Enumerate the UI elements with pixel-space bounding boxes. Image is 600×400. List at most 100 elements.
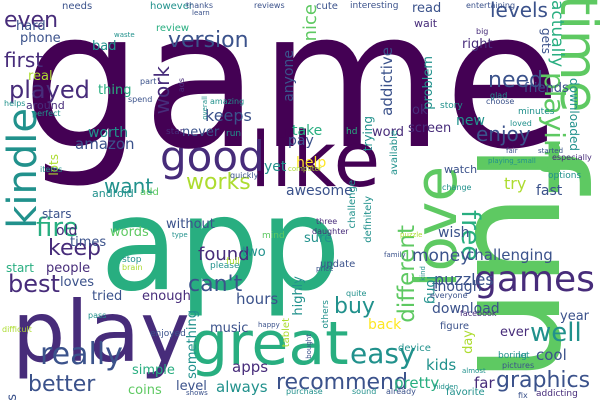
word-games: games — [474, 259, 595, 300]
word-interesting: interesting — [350, 1, 399, 11]
word-phone: phone — [20, 31, 61, 46]
word-loves: loves — [60, 275, 95, 290]
word-options: options — [548, 171, 582, 181]
word-part: part — [140, 77, 157, 86]
word-minutes: minutes — [518, 107, 555, 117]
word-trying: trying — [361, 116, 375, 152]
word-items: items — [40, 165, 63, 174]
word-first: first — [4, 48, 44, 72]
word-keep: keep — [48, 236, 101, 261]
word-entertaining: entertaining — [466, 1, 516, 10]
word-awesome: awesome — [286, 183, 353, 199]
word-music: music — [210, 321, 249, 336]
word-friends: friends — [524, 81, 569, 96]
word-price: type — [172, 231, 188, 239]
word-year: year — [560, 309, 590, 324]
word-problem: problem — [421, 56, 436, 110]
word-apps: apps — [232, 358, 269, 376]
word-stop: stop — [122, 255, 142, 265]
word-start: start — [6, 261, 34, 275]
word-device: device — [398, 343, 431, 354]
word-ok: ok — [412, 103, 428, 118]
word-screen: screen — [408, 121, 452, 136]
word-started: fair — [506, 147, 518, 155]
word-words: words — [110, 225, 149, 240]
word-played: played — [9, 76, 90, 104]
word-tablet: tablet — [281, 318, 292, 348]
word-game: game — [22, 0, 562, 191]
word-android: android — [92, 187, 134, 200]
word-update: update — [320, 259, 356, 270]
word-sometimes: sometimes — [5, 394, 20, 400]
word-needs: needs — [62, 1, 93, 12]
word-always: always — [216, 378, 268, 396]
word-times: times — [70, 235, 107, 250]
word-though: though — [432, 279, 482, 295]
word-add: add — [140, 187, 159, 198]
word-good: good — [160, 132, 265, 181]
word-right: right — [462, 37, 493, 52]
word-ever: ever — [500, 325, 530, 340]
word-puzzle: glad — [490, 91, 508, 100]
word-bad: bad — [92, 39, 117, 54]
word-addictive: addictive — [378, 47, 396, 116]
word-however: however — [150, 1, 193, 12]
word-back: back — [368, 317, 402, 333]
word-never: never — [182, 125, 220, 140]
word-enjoyed: enjoyed — [150, 329, 186, 339]
word-worth: worth — [88, 125, 129, 141]
word-wait: wait — [414, 17, 438, 30]
word-purchase: purchase — [286, 387, 323, 396]
word-figure: figure — [440, 321, 470, 332]
word-try: try — [504, 174, 527, 193]
word-recommend: recommend — [276, 370, 408, 395]
word-far: far — [474, 374, 495, 392]
word-level: level — [176, 379, 207, 394]
word-kids: kids — [426, 356, 457, 374]
word-family: puzzle — [400, 231, 423, 239]
word-take: take — [292, 123, 323, 139]
word-challenging: challenging — [466, 246, 553, 264]
word-run: run — [226, 129, 242, 139]
word-real: real — [28, 69, 53, 84]
word-waste: waste — [114, 31, 135, 39]
word-watch: watch — [444, 163, 478, 176]
word-tried: tried — [92, 289, 123, 304]
word-almost: hidden — [434, 383, 459, 391]
word-new: new — [456, 113, 485, 129]
word-best: best — [8, 270, 60, 298]
word-version: version — [168, 28, 249, 53]
word-money: money — [412, 246, 471, 266]
word-play: play — [12, 283, 190, 381]
word-different: different — [394, 225, 420, 323]
word-sure: sure — [304, 231, 333, 246]
word-sound: sound — [352, 387, 377, 396]
word-around: around — [26, 99, 65, 112]
word-glad: started — [538, 147, 564, 155]
word-type: family — [384, 251, 406, 259]
word-available: available — [389, 130, 400, 176]
word-found: found — [198, 244, 250, 265]
word-helps: helps — [4, 99, 26, 108]
word-bought: happy — [258, 321, 280, 329]
word-challenge: challenge — [347, 180, 358, 229]
word-coins: coins — [128, 383, 162, 398]
word-cute: cute — [316, 1, 338, 12]
word-gets: gets — [539, 28, 553, 54]
word-yet: yet — [264, 159, 287, 175]
word-hours: hours — [236, 290, 279, 308]
word-problems: computer — [288, 165, 322, 173]
word-learn: learn — [192, 9, 210, 17]
word-three: three — [316, 217, 338, 226]
word-already: already — [386, 387, 416, 396]
word-cant: can't — [188, 272, 243, 297]
word-keeps: keeps — [205, 106, 252, 125]
word-shows: almost — [462, 367, 486, 375]
word-quickly: quickly — [230, 171, 259, 180]
word-old: old — [56, 223, 78, 239]
word-cool: cool — [536, 346, 567, 364]
word-even: even — [4, 8, 59, 33]
word-reviews: reviews — [254, 1, 285, 10]
word-review: review — [156, 23, 190, 34]
